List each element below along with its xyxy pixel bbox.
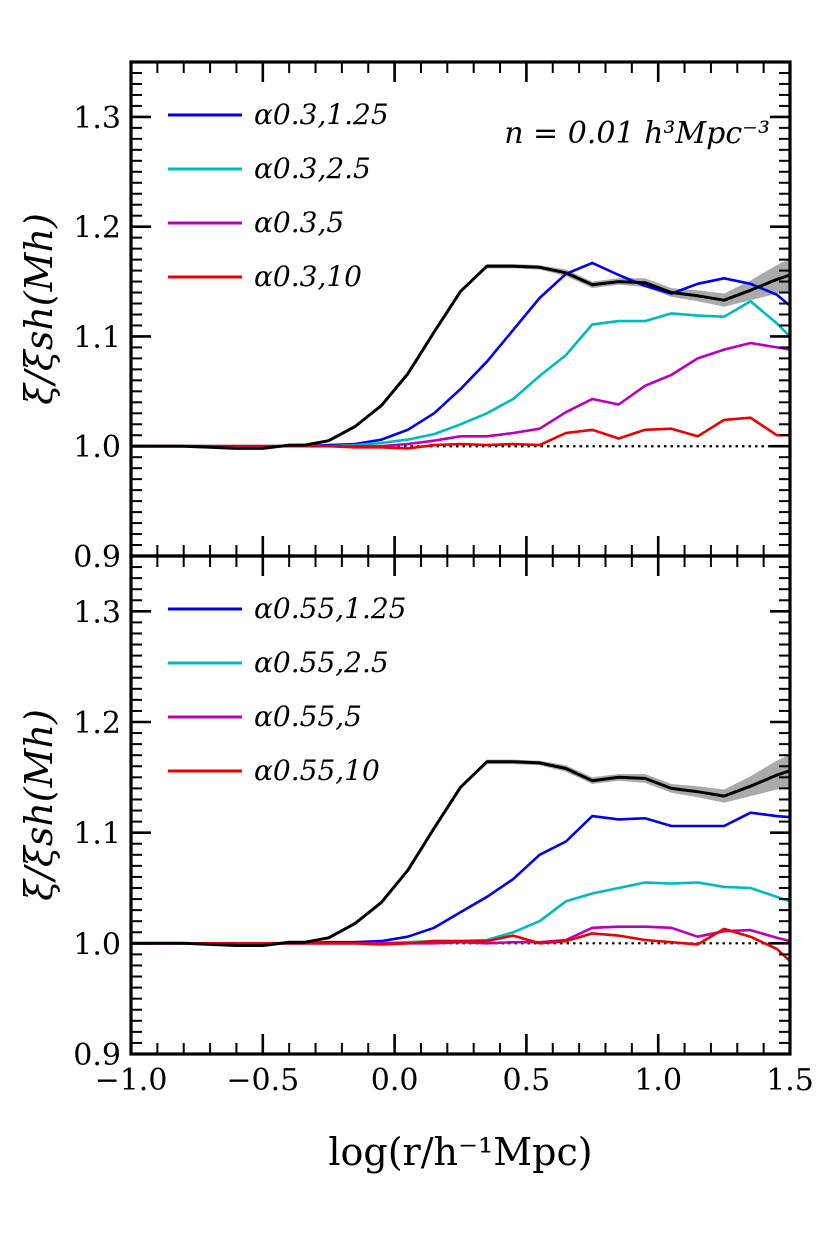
x-tick-label: 0.5: [503, 1063, 551, 1098]
y-tick-label: 1.2: [73, 706, 121, 741]
legend-label: α0.55,10: [254, 754, 380, 787]
y-tick-label: 1.2: [73, 211, 121, 246]
y-tick-label: 1.1: [73, 817, 121, 852]
legend-label: α0.3,5: [254, 206, 344, 239]
x-tick-label: −0.5: [226, 1063, 299, 1098]
y-tick-label: 1.1: [73, 320, 121, 355]
baseline-error-band: [131, 754, 790, 946]
legend-label: α0.3,1.25: [254, 98, 389, 131]
x-tick-label: 1.5: [766, 1063, 814, 1098]
x-tick-label: 0.0: [371, 1063, 419, 1098]
series-line-α0.3,5: [131, 341, 791, 448]
series-line-baseline: [131, 264, 791, 450]
legend-label: α0.55,2.5: [254, 646, 389, 679]
panel-top: 0.9 1.0 1.1 1.2 1.3 ξ/ξsh(Mh) α0.3,1.25 α0.3,2.…: [17, 60, 792, 575]
x-tick-label: −1.0: [95, 1063, 168, 1098]
legend-label: α0.55,5: [254, 700, 362, 733]
y-tick-label: 0.9: [73, 540, 121, 575]
legend-label: α0.3,2.5: [254, 152, 371, 185]
y-tick-label: 0.9: [73, 1038, 121, 1073]
x-axis-title: log(r/h⁻¹Mpc): [328, 1130, 592, 1174]
series-line-α0.55,1.25: [131, 811, 791, 945]
y-tick-label: 1.0: [73, 430, 121, 465]
legend-label: α0.3,10: [254, 260, 362, 293]
y-axis-title: ξ/ξsh(Mh): [17, 709, 61, 901]
plot-frame: [129, 554, 792, 1056]
x-tick-label: 1.0: [634, 1063, 682, 1098]
y-tick-label: 1.3: [73, 595, 121, 630]
panel-bottom: 0.9 1.0 1.1 1.2 1.3 −1.0 −0.5 0.0 0.5 1.0 1.5 log(r…: [17, 554, 814, 1174]
y-tick-label: 1.3: [73, 101, 121, 136]
y-tick-label: 1.0: [73, 927, 121, 962]
series-line-α0.3,10: [131, 416, 790, 450]
legend-label: α0.55,1.25: [254, 592, 407, 625]
density-annotation: n = 0.01 h³Mpc⁻³: [504, 116, 770, 151]
series-line-α0.3,2.5: [131, 299, 791, 448]
series-line-baseline: [131, 760, 791, 947]
series-line-α0.55,10: [131, 927, 791, 962]
y-axis-title: ξ/ξsh(Mh): [17, 213, 61, 405]
